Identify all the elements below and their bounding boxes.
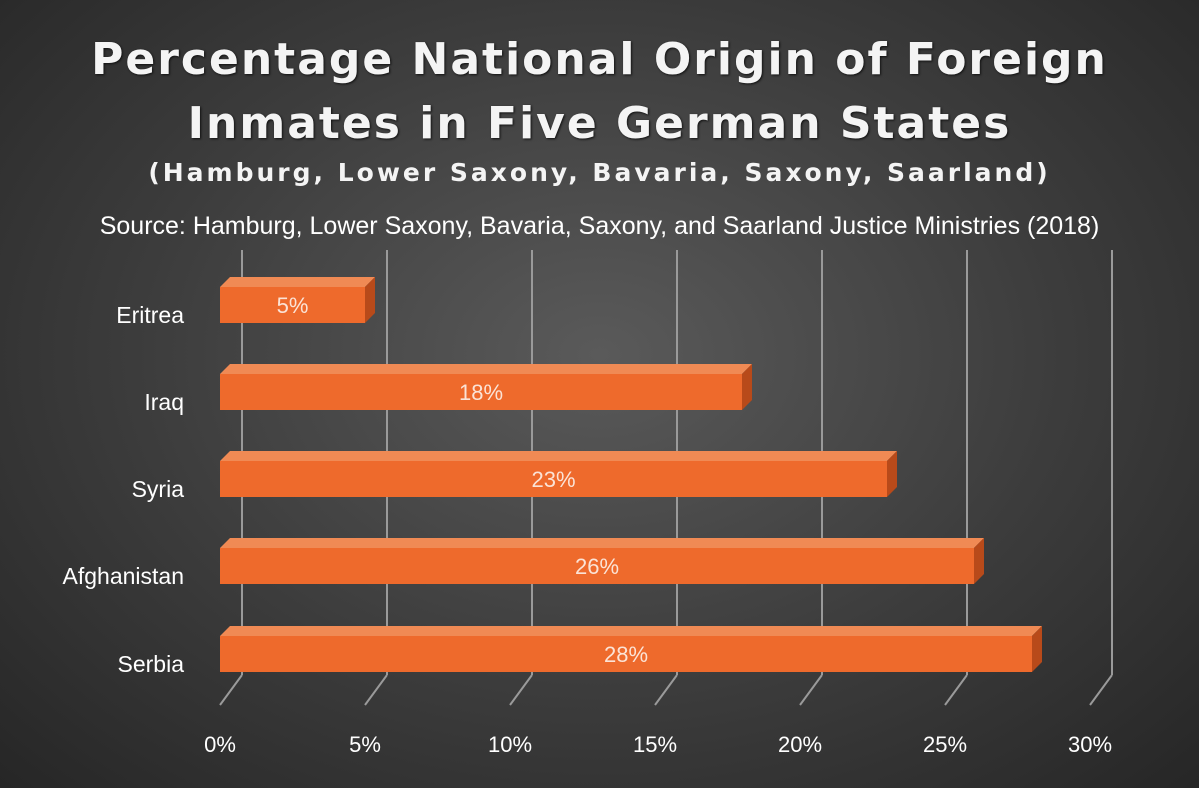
bar <box>220 636 1032 672</box>
bar-group <box>220 626 1042 672</box>
label-layer: 0% 5% 10% 15% 20% 25% 30% 5% Eritrea 18% Iraq 23% Sy… <box>63 293 1113 757</box>
floor-gridline-5 <box>364 674 388 706</box>
chart-title-line-1: Percentage National Origin of Foreign <box>91 34 1108 85</box>
bar-top-face <box>220 364 752 374</box>
bar <box>220 461 887 497</box>
chart-title-line-2: Inmates in Five German States <box>187 98 1012 149</box>
x-tick-label: 15% <box>633 732 677 757</box>
y-category-label: Eritrea <box>116 302 184 328</box>
bar-side-face <box>365 277 375 323</box>
floor-gridline-10 <box>509 674 533 706</box>
bar-top-face <box>220 451 897 461</box>
x-tick-label: 20% <box>778 732 822 757</box>
bar-top-face <box>220 626 1042 636</box>
data-label: 26% <box>575 554 619 579</box>
bar-side-face <box>974 538 984 584</box>
floor-gridline-30 <box>1089 674 1113 706</box>
data-label: 18% <box>459 380 503 405</box>
bar-side-face <box>887 451 897 497</box>
floor-gridline-25 <box>944 674 968 706</box>
y-category-label: Serbia <box>118 651 185 677</box>
bar <box>220 548 974 584</box>
bar-group <box>220 451 897 497</box>
floor-gridline-15 <box>654 674 678 706</box>
x-tick-label: 30% <box>1068 732 1112 757</box>
chart-source: Source: Hamburg, Lower Saxony, Bavaria, … <box>99 212 1100 240</box>
y-category-label: Syria <box>132 476 185 502</box>
x-tick-label: 5% <box>349 732 381 757</box>
floor-gridline-20 <box>799 674 823 706</box>
data-label: 23% <box>531 467 575 492</box>
y-category-label: Afghanistan <box>63 563 184 589</box>
x-tick-label: 0% <box>204 732 236 757</box>
floor-gridline-0 <box>219 674 243 706</box>
data-label: 5% <box>277 293 309 318</box>
bar-top-face <box>220 277 375 287</box>
bar-side-face <box>1032 626 1042 672</box>
data-label: 28% <box>604 642 648 667</box>
bar-side-face <box>742 364 752 410</box>
x-tick-label: 25% <box>923 732 967 757</box>
bar-group <box>220 364 752 410</box>
bar-group <box>220 277 375 323</box>
chart-subtitle: (Hamburg, Lower Saxony, Bavaria, Saxony,… <box>148 158 1051 187</box>
bar-group <box>220 538 984 584</box>
bar <box>220 374 742 410</box>
bar-top-face <box>220 538 984 548</box>
bar-layer <box>220 277 1042 672</box>
x-tick-label: 10% <box>488 732 532 757</box>
y-category-label: Iraq <box>144 389 184 415</box>
bar <box>220 287 365 323</box>
